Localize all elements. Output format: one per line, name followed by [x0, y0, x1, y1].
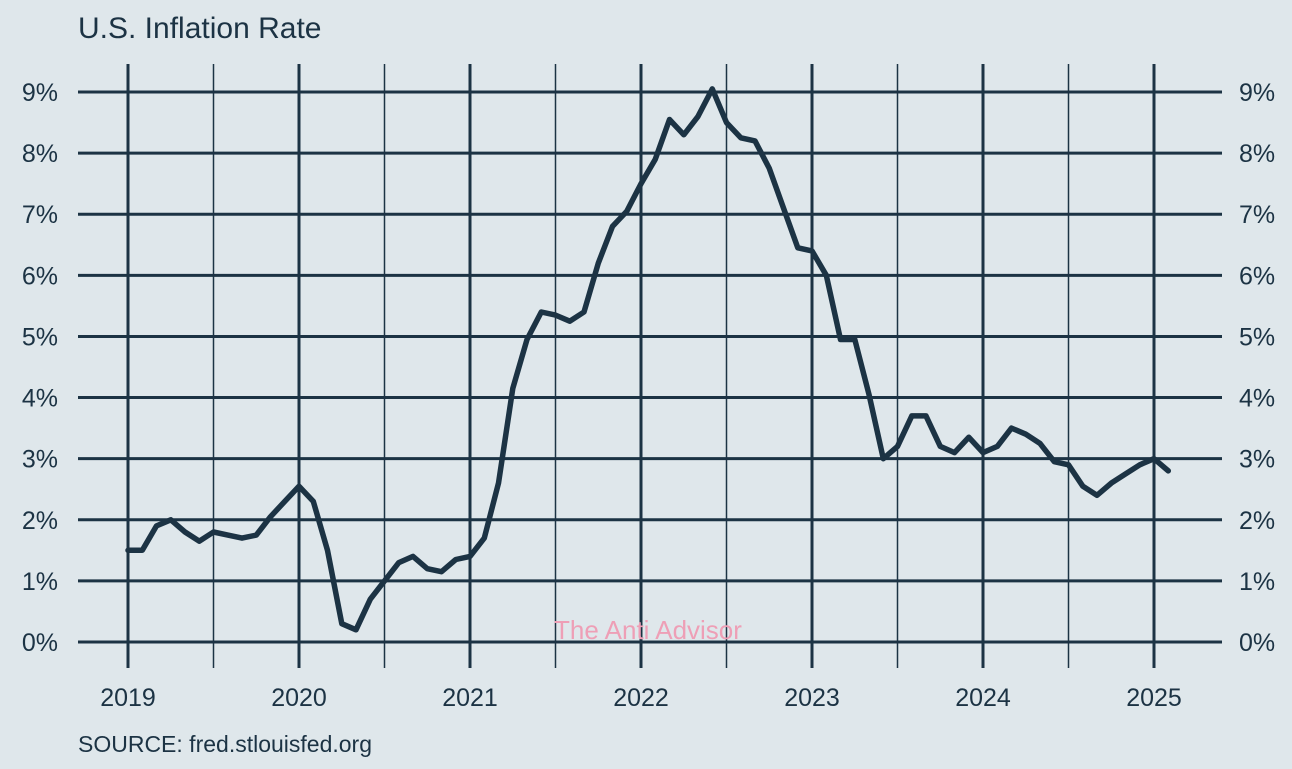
y-tick-label-left: 7% — [22, 201, 58, 229]
y-tick-label-left: 9% — [22, 79, 58, 107]
y-tick-label-right: 5% — [1239, 323, 1275, 351]
y-axis-left: 0% 1% 2% 3% 4% 5% 6% 7% 8% 9% — [22, 79, 58, 657]
x-tick-label: 2023 — [784, 684, 840, 712]
series-group — [125, 86, 1172, 633]
y-tick-label-right: 1% — [1239, 568, 1275, 596]
y-tick-label-left: 5% — [22, 323, 58, 351]
y-tick-label-left: 0% — [22, 629, 58, 657]
y-tick-label-right: 8% — [1239, 140, 1275, 168]
x-tick-label: 2024 — [955, 684, 1011, 712]
y-tick-label-left: 1% — [22, 568, 58, 596]
y-tick-label-right: 0% — [1239, 629, 1275, 657]
y-tick-label-right: 7% — [1239, 201, 1275, 229]
y-tick-label-left: 8% — [22, 140, 58, 168]
x-tick-label: 2021 — [442, 684, 498, 712]
watermark: The Anti Advisor — [554, 615, 742, 645]
y-tick-label-left: 6% — [22, 262, 58, 290]
source-note: SOURCE: fred.stlouisfed.org — [78, 731, 372, 757]
y-tick-label-right: 2% — [1239, 507, 1275, 535]
x-tick-label: 2020 — [271, 684, 327, 712]
chart-title: U.S. Inflation Rate — [78, 12, 321, 45]
y-axis-right: 0% 1% 2% 3% 4% 5% 6% 7% 8% 9% — [1239, 79, 1275, 657]
x-tick-label: 2022 — [613, 684, 669, 712]
y-tick-label-right: 9% — [1239, 79, 1275, 107]
y-tick-label-left: 4% — [22, 385, 58, 413]
x-tick-label: 2025 — [1126, 684, 1182, 712]
grid — [78, 64, 1222, 668]
y-tick-label-left: 2% — [22, 507, 58, 535]
y-tick-label-right: 6% — [1239, 262, 1275, 290]
y-tick-label-left: 3% — [22, 446, 58, 474]
series-line-inflation — [125, 86, 1172, 633]
y-tick-label-right: 4% — [1239, 385, 1275, 413]
y-tick-label-right: 3% — [1239, 446, 1275, 474]
x-tick-label: 2019 — [100, 684, 156, 712]
x-axis: 2019 2020 2021 2022 2023 2024 2025 — [100, 684, 1182, 712]
